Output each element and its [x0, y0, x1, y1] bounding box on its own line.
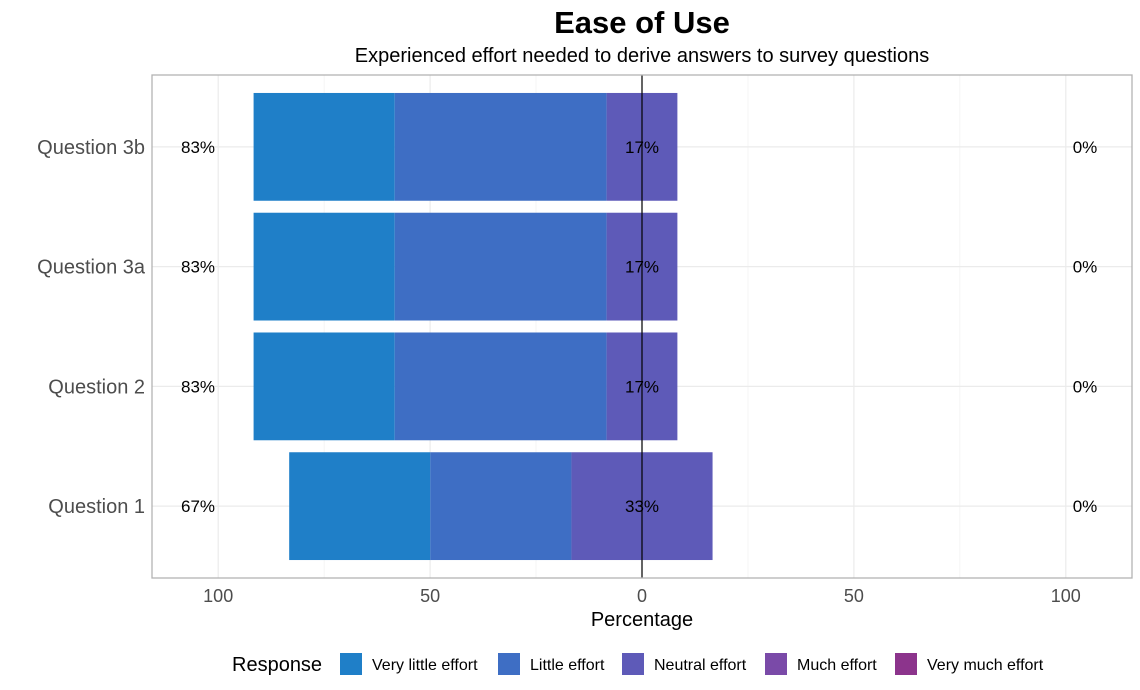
legend-swatch [765, 653, 787, 675]
x-tick-labels: 100 50 0 50 100 [203, 586, 1081, 606]
bars [253, 92, 713, 561]
legend-swatch [895, 653, 917, 675]
x-axis-title: Percentage [591, 609, 693, 631]
right-percent-label: 0% [1073, 138, 1098, 157]
legend-label: Little effort [530, 657, 605, 674]
bar-segment [253, 332, 395, 441]
legend-title: Response [232, 654, 322, 676]
category-label: Question 3b [37, 137, 145, 159]
legend-label: Much effort [797, 657, 877, 674]
legend-label: Very much effort [927, 657, 1044, 674]
right-percent-label: 0% [1073, 497, 1098, 516]
category-label: Question 2 [48, 376, 145, 398]
left-percent-label: 67% [181, 497, 215, 516]
center-percent-label: 33% [625, 497, 659, 516]
legend-swatch [622, 653, 644, 675]
chart-subtitle: Experienced effort needed to derive answ… [355, 45, 929, 67]
bar-segment [394, 212, 607, 321]
legend-swatch [340, 653, 362, 675]
left-percent-label: 83% [181, 258, 215, 277]
left-percent-label: 83% [181, 138, 215, 157]
x-tick-label: 0 [637, 586, 647, 606]
left-percent-label: 83% [181, 377, 215, 396]
x-tick-label: 100 [203, 586, 233, 606]
bar-segment [394, 332, 607, 441]
category-label: Question 3a [37, 257, 146, 279]
center-percent-label: 17% [625, 138, 659, 157]
x-tick-label: 50 [844, 586, 864, 606]
legend: Response Very little effort Little effort… [232, 653, 1044, 676]
right-percent-label: 0% [1073, 258, 1098, 277]
category-label: Question 1 [48, 496, 145, 518]
right-percent-label: 0% [1073, 377, 1098, 396]
panel-border [151, 74, 1133, 579]
chart-title: Ease of Use [554, 5, 730, 40]
bar-segment [253, 212, 395, 321]
center-percent-label: 17% [625, 258, 659, 277]
bar-segment [430, 452, 572, 561]
center-percent-label: 17% [625, 377, 659, 396]
x-tick-label: 100 [1051, 586, 1081, 606]
percentage-labels: 67% 33% 0% 83% 17% 0% 83% 17% 0% 83% 17% 0% [181, 138, 1097, 516]
legend-swatch [498, 653, 520, 675]
x-tick-label: 50 [420, 586, 440, 606]
bar-segment [253, 92, 395, 201]
category-labels: Question 1 Question 2 Question 3a Question … [37, 137, 146, 518]
legend-label: Neutral effort [654, 657, 747, 674]
legend-label: Very little effort [372, 657, 478, 674]
bar-segment [289, 452, 431, 561]
bar-segment [394, 92, 607, 201]
